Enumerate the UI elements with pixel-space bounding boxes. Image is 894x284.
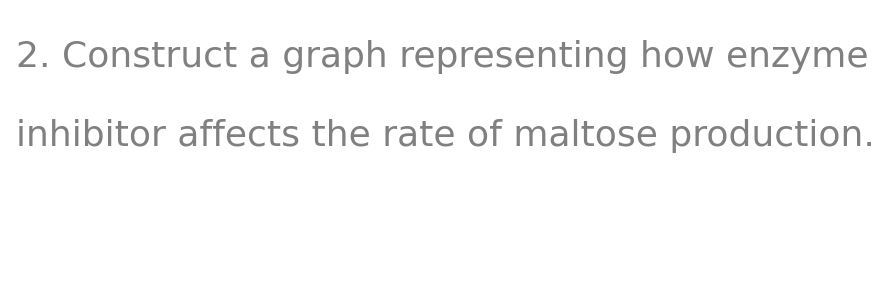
Text: 2. Construct a graph representing how enzyme: 2. Construct a graph representing how en…: [16, 40, 869, 74]
Text: inhibitor affects the rate of maltose production.: inhibitor affects the rate of maltose pr…: [16, 119, 875, 153]
